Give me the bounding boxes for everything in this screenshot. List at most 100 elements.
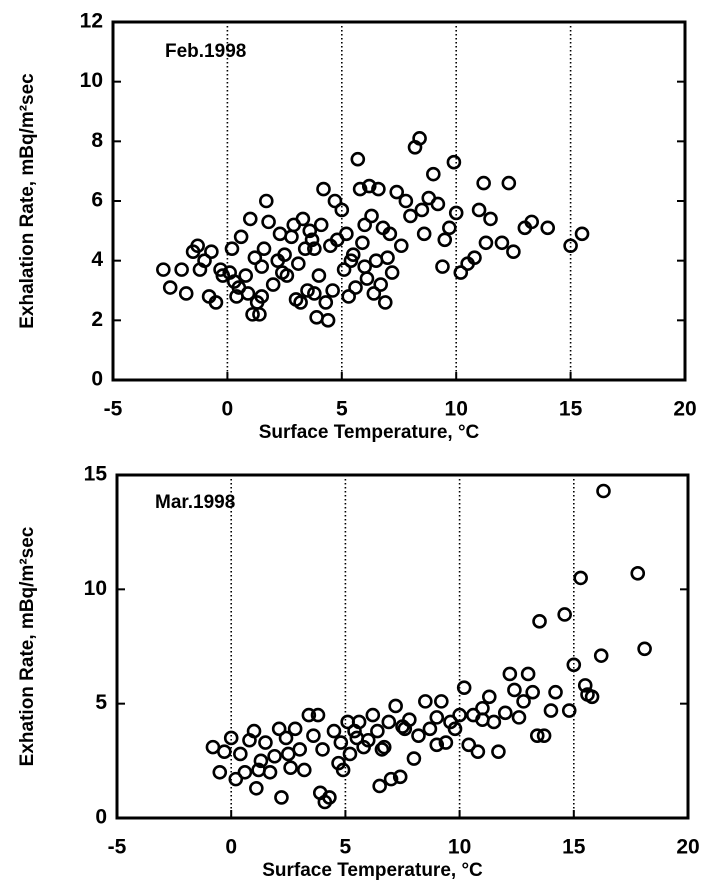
data-point <box>403 208 418 224</box>
data-point <box>316 181 331 197</box>
data-point <box>524 214 540 230</box>
data-point <box>178 286 194 301</box>
data-point <box>162 280 178 295</box>
data-point <box>284 229 299 245</box>
data-point <box>395 719 410 734</box>
data-point <box>279 268 295 283</box>
data-point <box>529 728 545 743</box>
data-point <box>325 283 340 298</box>
data-point <box>470 744 486 759</box>
data-point <box>351 714 367 730</box>
data-point <box>277 247 292 262</box>
data-point <box>333 735 349 750</box>
y-tick-label: 0 <box>91 368 103 391</box>
data-point <box>280 746 296 762</box>
data-point <box>267 748 282 764</box>
x-tick-label: 10 <box>448 836 471 859</box>
x-tick-label: 5 <box>336 398 348 421</box>
data-point <box>452 707 467 723</box>
data-point <box>511 710 527 725</box>
data-point <box>430 196 446 212</box>
data-point <box>376 739 392 755</box>
data-point <box>476 175 491 191</box>
data-point <box>370 723 385 739</box>
data-point <box>532 614 547 629</box>
plot-frame <box>111 20 687 382</box>
data-point <box>233 229 249 245</box>
data-point <box>197 253 212 268</box>
data-point <box>310 707 326 723</box>
data-point <box>561 703 577 718</box>
data-point <box>630 566 646 581</box>
data-point <box>190 238 205 254</box>
data-point <box>381 714 397 730</box>
data-point <box>302 223 318 239</box>
data-point <box>374 742 390 757</box>
y-tick-label: 10 <box>80 69 103 92</box>
data-point <box>291 256 306 271</box>
data-point <box>271 721 287 737</box>
x-tick-label: 5 <box>340 836 352 859</box>
data-point <box>349 730 365 746</box>
data-point <box>274 790 289 805</box>
data-point <box>301 707 317 723</box>
y-tick-label: 10 <box>84 577 107 600</box>
data-point <box>245 307 260 322</box>
y-tick-label: 8 <box>91 129 103 152</box>
data-point <box>486 714 502 730</box>
data-point <box>237 764 253 780</box>
data-point <box>335 762 351 778</box>
data-point <box>215 268 231 283</box>
data-point <box>382 226 398 242</box>
data-point <box>258 735 273 750</box>
y-tick-label: 0 <box>95 806 107 829</box>
data-point <box>418 694 433 709</box>
data-point <box>435 259 450 274</box>
data-point <box>327 193 343 209</box>
data-point <box>272 226 288 242</box>
x-tick-label: 0 <box>222 398 234 421</box>
data-point <box>380 250 395 265</box>
data-point <box>593 648 609 663</box>
data-point <box>548 684 563 700</box>
data-point <box>251 762 266 778</box>
data-point <box>343 253 359 268</box>
x-tick-label: 15 <box>562 836 586 859</box>
y-tick-label: 15 <box>84 463 108 486</box>
y-axis-label: Exhation Rate, mBq/m²sec <box>17 526 38 766</box>
data-point <box>361 178 377 194</box>
data-point <box>383 771 399 787</box>
data-point <box>304 232 320 248</box>
data-point <box>393 238 409 254</box>
data-point <box>287 721 303 737</box>
data-point <box>507 682 522 698</box>
y-tick-label: 6 <box>91 189 103 212</box>
data-point <box>494 235 510 251</box>
data-point <box>278 730 294 746</box>
data-point <box>368 253 384 268</box>
data-point <box>318 295 334 310</box>
data-point <box>461 737 477 753</box>
data-point <box>336 262 352 277</box>
data-point <box>566 657 582 673</box>
x-tick-label: 0 <box>225 836 237 859</box>
data-point <box>307 241 322 257</box>
data-point <box>456 680 472 695</box>
x-tick-label: 20 <box>673 398 696 421</box>
data-point <box>448 205 464 221</box>
data-point <box>322 790 337 805</box>
data-point <box>258 193 274 209</box>
data-point <box>467 250 482 265</box>
data-point <box>434 694 449 709</box>
data-point <box>412 131 427 146</box>
data-point <box>296 762 312 778</box>
data-point <box>577 678 593 693</box>
data-point <box>475 712 490 727</box>
data-point <box>204 244 219 260</box>
data-point <box>377 295 393 310</box>
data-point <box>339 226 354 242</box>
data-point <box>536 728 552 743</box>
data-point <box>437 232 453 248</box>
